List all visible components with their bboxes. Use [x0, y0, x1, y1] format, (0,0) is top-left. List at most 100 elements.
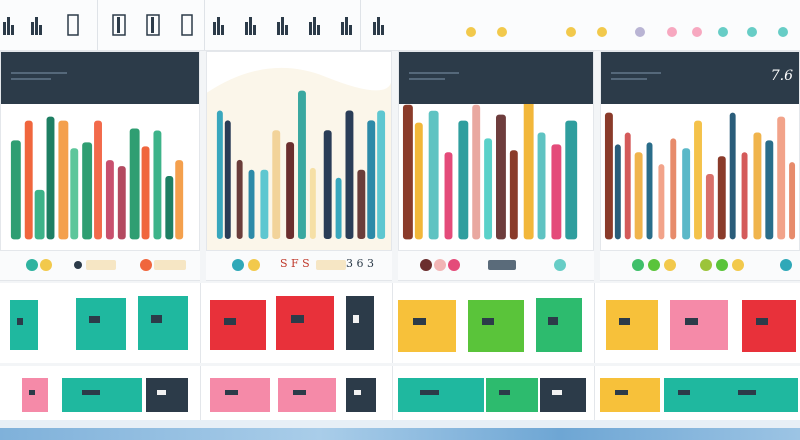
bar[interactable] — [777, 116, 786, 240]
bar[interactable] — [153, 130, 162, 240]
bar[interactable] — [537, 132, 546, 240]
legend-dot[interactable] — [664, 259, 676, 271]
bar[interactable] — [236, 159, 243, 240]
color-card[interactable] — [276, 296, 334, 350]
legend-dot[interactable] — [648, 259, 660, 271]
chart-panel-3[interactable] — [398, 51, 594, 251]
bar[interactable] — [414, 122, 423, 240]
columns-icon[interactable] — [112, 14, 126, 36]
bar[interactable] — [46, 116, 55, 240]
bar[interactable] — [377, 110, 386, 240]
bar[interactable] — [646, 142, 653, 240]
legend-dot[interactable] — [74, 261, 82, 269]
color-swatch[interactable] — [718, 27, 728, 37]
color-card[interactable] — [76, 298, 126, 350]
color-card[interactable] — [600, 378, 660, 412]
color-swatch[interactable] — [466, 27, 476, 37]
legend-dot[interactable] — [420, 259, 432, 271]
bar[interactable] — [58, 120, 69, 240]
legend-dot[interactable] — [700, 259, 712, 271]
bar[interactable] — [165, 176, 174, 240]
bar[interactable] — [94, 120, 102, 240]
chart-panel-1[interactable] — [0, 51, 200, 251]
legend-dot[interactable] — [716, 259, 728, 271]
bar[interactable] — [472, 104, 481, 240]
color-card[interactable] — [742, 300, 796, 352]
bar[interactable] — [682, 148, 691, 240]
bar-chart-icon[interactable] — [212, 14, 226, 36]
bar[interactable] — [765, 140, 774, 240]
bar[interactable] — [82, 142, 93, 240]
color-card[interactable] — [468, 300, 524, 352]
color-swatch[interactable] — [667, 27, 677, 37]
bar[interactable] — [323, 130, 332, 240]
bar[interactable] — [216, 110, 223, 240]
bar[interactable] — [175, 160, 184, 240]
bar[interactable] — [658, 164, 665, 240]
bar[interactable] — [248, 169, 255, 240]
bar[interactable] — [34, 189, 45, 240]
bar-chart-icon[interactable] — [372, 14, 386, 36]
bar[interactable] — [402, 104, 413, 240]
color-card[interactable] — [346, 378, 376, 412]
bar-chart-icon[interactable] — [276, 14, 290, 36]
color-swatch[interactable] — [497, 27, 507, 37]
color-swatch[interactable] — [566, 27, 576, 37]
bar[interactable] — [141, 146, 150, 240]
bar[interactable] — [335, 177, 342, 240]
bar-chart-icon[interactable] — [308, 14, 322, 36]
legend-dot[interactable] — [632, 259, 644, 271]
page-icon[interactable] — [66, 14, 80, 36]
bar[interactable] — [260, 169, 269, 240]
chart-panel-2[interactable] — [206, 51, 392, 251]
color-card[interactable] — [536, 298, 582, 352]
bar[interactable] — [729, 112, 736, 240]
bar-chart-icon[interactable] — [2, 14, 16, 36]
bar[interactable] — [345, 110, 354, 240]
color-card[interactable] — [346, 296, 374, 350]
color-card[interactable] — [146, 378, 188, 412]
color-card[interactable] — [486, 378, 538, 412]
bar[interactable] — [298, 90, 306, 240]
legend-dot[interactable] — [140, 259, 152, 271]
color-card[interactable] — [398, 300, 456, 352]
bar[interactable] — [523, 104, 534, 240]
legend-dot[interactable] — [554, 259, 566, 271]
bar[interactable] — [458, 120, 469, 240]
color-card[interactable] — [664, 378, 718, 412]
color-card[interactable] — [278, 378, 336, 412]
page-icon[interactable] — [180, 14, 194, 36]
legend-dot[interactable] — [732, 259, 744, 271]
bar[interactable] — [741, 152, 748, 240]
bar-chart-icon[interactable] — [244, 14, 258, 36]
color-card[interactable] — [138, 296, 188, 350]
bar[interactable] — [565, 120, 578, 240]
legend-dot[interactable] — [248, 259, 260, 271]
bar[interactable] — [634, 152, 643, 240]
bar[interactable] — [10, 140, 21, 240]
bar[interactable] — [670, 138, 677, 240]
color-swatch[interactable] — [778, 27, 788, 37]
bar[interactable] — [272, 130, 281, 240]
bar[interactable] — [789, 162, 796, 240]
color-card[interactable] — [62, 378, 142, 412]
bar[interactable] — [428, 110, 439, 240]
bar[interactable] — [694, 120, 702, 240]
bar[interactable] — [224, 120, 231, 240]
color-card[interactable] — [718, 378, 798, 412]
legend-dot[interactable] — [434, 259, 446, 271]
color-card[interactable] — [398, 378, 484, 412]
bar[interactable] — [705, 174, 714, 240]
color-swatch[interactable] — [747, 27, 757, 37]
color-card[interactable] — [210, 378, 270, 412]
bar-chart-icon[interactable] — [340, 14, 354, 36]
color-card[interactable] — [606, 300, 658, 350]
chart-panel-4[interactable]: 7.6 — [600, 51, 800, 251]
legend-dot[interactable] — [232, 259, 244, 271]
bar[interactable] — [717, 156, 726, 240]
bar[interactable] — [129, 128, 140, 240]
color-swatch[interactable] — [692, 27, 702, 37]
bar[interactable] — [286, 142, 295, 240]
color-swatch[interactable] — [635, 27, 645, 37]
bar[interactable] — [367, 120, 376, 240]
